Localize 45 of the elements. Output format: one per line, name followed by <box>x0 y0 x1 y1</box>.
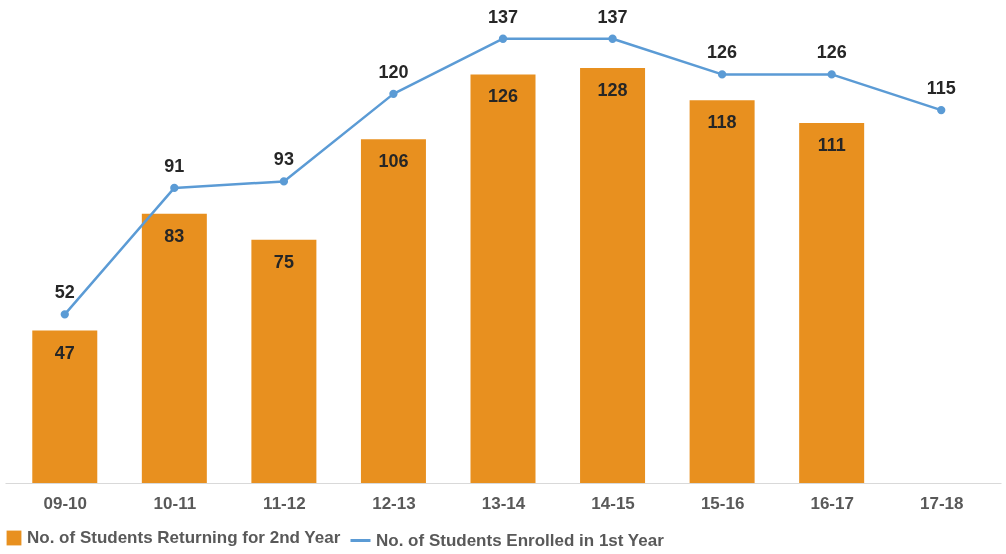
data-label: 126 <box>816 42 847 63</box>
data-label: 128 <box>597 79 628 100</box>
data-label: 75 <box>273 251 294 272</box>
data-label: 126 <box>707 42 738 63</box>
bar <box>32 330 98 483</box>
point <box>608 34 617 43</box>
bar <box>470 74 536 483</box>
data-label: 137 <box>487 6 519 27</box>
data-label: 118 <box>707 112 737 133</box>
x-tick-label: 13-14 <box>481 493 526 513</box>
bar <box>360 139 426 483</box>
data-label: 47 <box>54 342 75 363</box>
bar <box>141 213 207 483</box>
legend-label: No. of Students Enrolled in 1st Year <box>376 530 665 550</box>
x-tick-label: 12-13 <box>372 493 416 513</box>
data-label: 111 <box>817 135 846 156</box>
point <box>60 310 69 319</box>
data-label: 83 <box>164 225 185 246</box>
legend-label: No. of Students Returning for 2nd Year <box>27 528 341 547</box>
point <box>717 70 727 79</box>
x-tick-label: 11-12 <box>263 493 306 513</box>
data-label: 52 <box>54 282 75 303</box>
point <box>279 177 289 186</box>
bar <box>689 100 755 483</box>
bar <box>251 239 317 483</box>
data-label: 91 <box>164 155 185 176</box>
x-tick-label: 09-10 <box>43 493 88 513</box>
x-tick-label: 14-15 <box>591 493 635 513</box>
x-tick-label: 10-11 <box>153 493 197 513</box>
point <box>389 89 398 99</box>
data-label: 93 <box>273 149 294 170</box>
point <box>937 105 946 115</box>
point <box>827 70 836 79</box>
data-label: 120 <box>378 61 409 82</box>
data-label: 137 <box>597 6 628 27</box>
x-tick-label: 15-16 <box>700 493 745 513</box>
data-label: 106 <box>378 151 409 172</box>
bar <box>799 123 865 483</box>
point <box>170 183 179 193</box>
data-label: 115 <box>926 78 956 99</box>
x-tick-label: 16-17 <box>810 493 854 513</box>
point <box>498 34 508 43</box>
data-label: 126 <box>487 86 519 107</box>
x-tick-label: 17-18 <box>919 493 964 513</box>
bar <box>580 67 646 483</box>
